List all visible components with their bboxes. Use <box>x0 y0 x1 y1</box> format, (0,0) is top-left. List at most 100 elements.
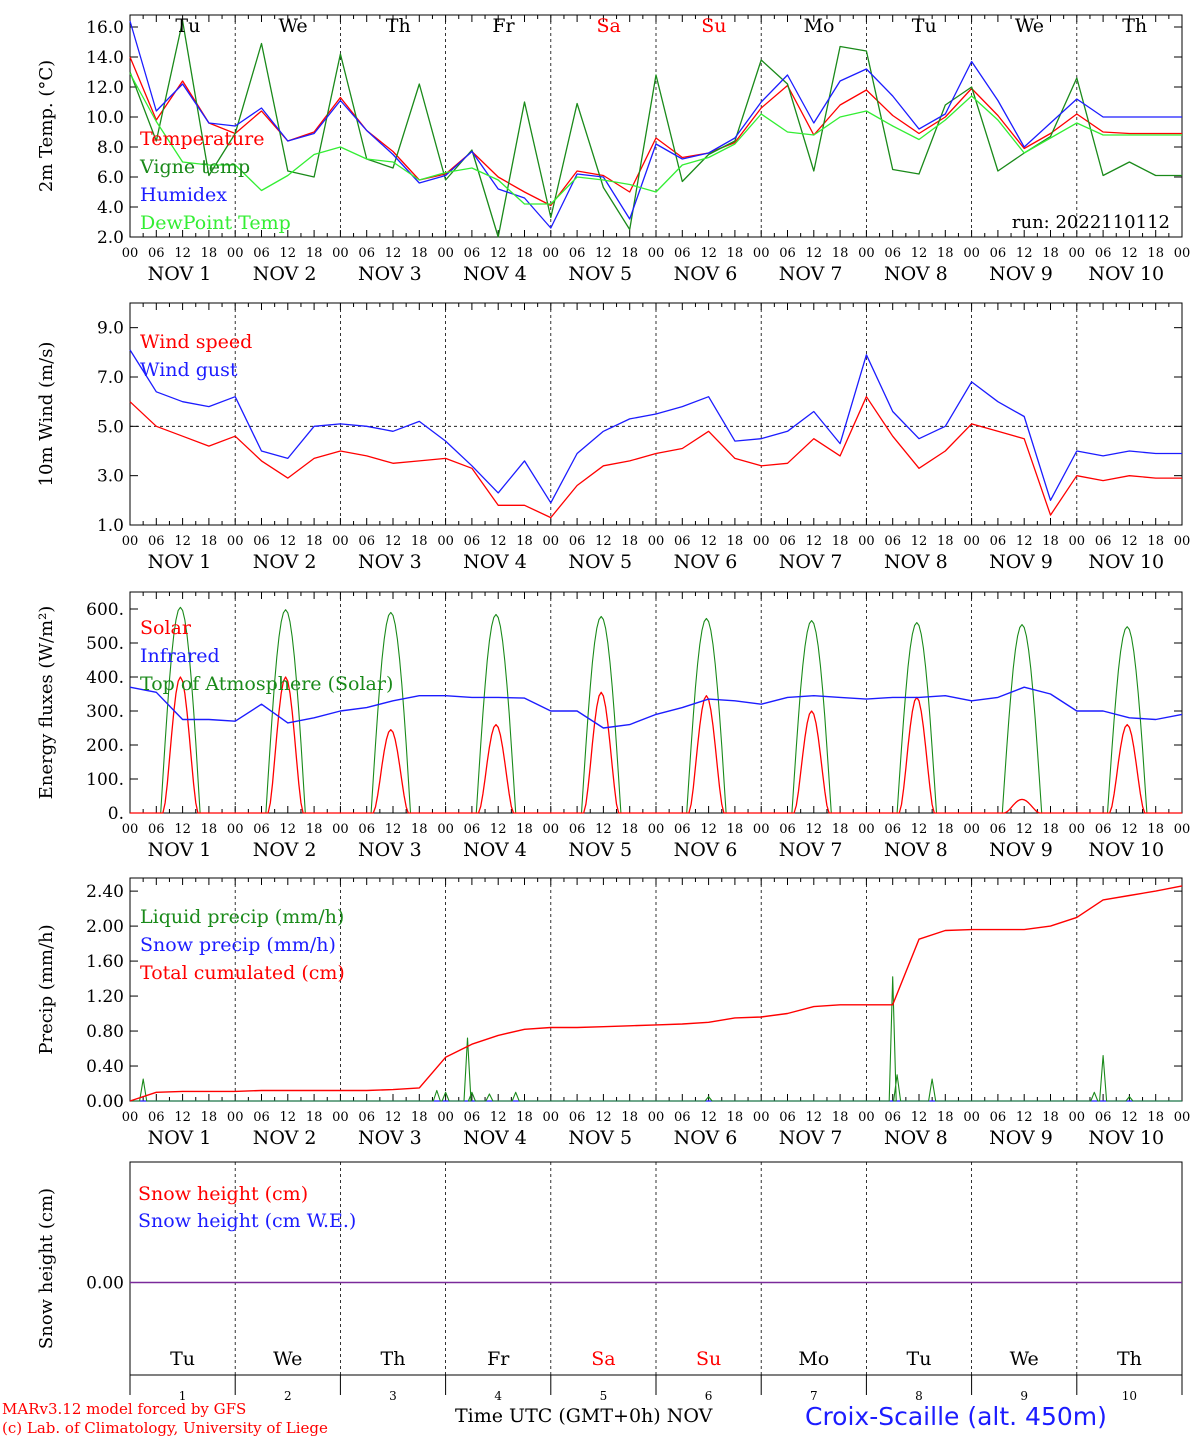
series-line-solar <box>130 676 1182 814</box>
y-axis-label-3: Energy fluxes (W/m²) <box>36 606 57 800</box>
series-line-infrared <box>129 686 1183 729</box>
hour-tick-label: 06 <box>990 246 1007 261</box>
hour-tick-label: 00 <box>437 822 454 837</box>
hour-tick-label: 06 <box>884 534 901 549</box>
date-label: NOV 1 <box>148 263 212 285</box>
hour-tick-label: 18 <box>1042 1110 1059 1125</box>
hour-tick-label: 06 <box>148 534 165 549</box>
hour-tick-label: 12 <box>700 822 717 837</box>
series-line-dewpoint-temp <box>129 73 1182 205</box>
hour-tick-label: 00 <box>1069 822 1086 837</box>
hour-tick-label: 12 <box>700 534 717 549</box>
hour-tick-label: 18 <box>411 822 428 837</box>
hour-tick-label: 12 <box>490 1110 507 1125</box>
hour-tick-label: 18 <box>937 1110 954 1125</box>
y-tick-label: 1.0 <box>97 516 124 536</box>
weekday-label: Tu <box>907 1348 932 1370</box>
y-tick-label: 6.0 <box>97 168 124 188</box>
date-label: NOV 10 <box>1088 551 1164 573</box>
date-label: NOV 3 <box>358 1127 422 1149</box>
y-tick-label: 4.0 <box>97 198 124 218</box>
hour-tick-label: 12 <box>595 1110 612 1125</box>
y-axis-label-5: Snow height (cm) <box>36 1188 57 1349</box>
hour-tick-label: 12 <box>490 246 507 261</box>
hour-tick-label: 18 <box>1042 246 1059 261</box>
y-tick-label: 5.0 <box>97 417 124 437</box>
day-number-label: 5 <box>600 1389 608 1403</box>
y-tick-label: 0.80 <box>86 1022 124 1042</box>
date-label: NOV 10 <box>1088 839 1164 861</box>
day-number-label: 7 <box>810 1389 818 1403</box>
hour-tick-label: 18 <box>1042 822 1059 837</box>
date-label: NOV 1 <box>148 839 212 861</box>
hour-tick-label: 18 <box>937 822 954 837</box>
day-number-label: 3 <box>389 1389 397 1403</box>
hour-tick-label: 18 <box>411 534 428 549</box>
date-label: NOV 10 <box>1088 263 1164 285</box>
weekday-label: Th <box>381 1348 406 1370</box>
hour-tick-label: 00 <box>437 246 454 261</box>
hour-tick-label: 18 <box>306 822 323 837</box>
date-label: NOV 1 <box>148 551 212 573</box>
y-tick-label: 500. <box>86 634 124 654</box>
y-axis-label-4: Precip (mm/h) <box>36 924 57 1054</box>
hour-tick-label: 18 <box>727 1110 744 1125</box>
day-number-label: 10 <box>1122 1389 1137 1403</box>
y-tick-label: 300. <box>86 702 124 722</box>
hour-tick-label: 00 <box>332 822 349 837</box>
hour-tick-label: 00 <box>753 246 770 261</box>
hour-tick-label: 06 <box>884 1110 901 1125</box>
legend-entry: Temperature <box>140 128 264 150</box>
date-label: NOV 2 <box>253 839 317 861</box>
date-label: NOV 8 <box>884 551 948 573</box>
hour-tick-label: 12 <box>911 822 928 837</box>
weekday-label: Sa <box>596 15 620 37</box>
hour-tick-label: 00 <box>227 822 244 837</box>
hour-tick-label: 12 <box>385 534 402 549</box>
hour-tick-label: 12 <box>280 822 297 837</box>
date-label: NOV 8 <box>884 1127 948 1149</box>
date-label: NOV 6 <box>674 551 738 573</box>
hour-tick-label: 18 <box>516 534 533 549</box>
series-line-wind-gust <box>129 349 1182 504</box>
hour-tick-label: 18 <box>832 1110 849 1125</box>
hour-tick-label: 06 <box>990 534 1007 549</box>
hour-tick-label: 00 <box>1174 246 1191 261</box>
hour-tick-label: 12 <box>490 534 507 549</box>
y-tick-label: 9.0 <box>97 319 124 339</box>
day-number-label: 6 <box>705 1389 713 1403</box>
legend-entry: Total cumulated (cm) <box>140 962 345 984</box>
y-axis-label-2: 10m Wind (m/s) <box>36 342 57 487</box>
hour-tick-label: 06 <box>674 534 691 549</box>
hour-tick-label: 18 <box>411 246 428 261</box>
legend-entry: Top of Atmosphere (Solar) <box>140 673 393 695</box>
hour-tick-label: 00 <box>963 1110 980 1125</box>
hour-tick-label: 00 <box>543 822 560 837</box>
hour-tick-label: 18 <box>621 822 638 837</box>
y-tick-label: 2.40 <box>86 882 124 902</box>
hour-tick-label: 00 <box>858 534 875 549</box>
hour-tick-label: 00 <box>858 822 875 837</box>
date-label: NOV 3 <box>358 263 422 285</box>
hour-tick-label: 18 <box>621 1110 638 1125</box>
hour-tick-label: 12 <box>385 1110 402 1125</box>
series-line-wind-speed <box>129 396 1182 519</box>
day-number-label: 2 <box>284 1389 292 1403</box>
date-label: NOV 9 <box>989 1127 1053 1149</box>
hour-tick-label: 00 <box>122 534 139 549</box>
legend-entry: Wind gust <box>140 359 238 381</box>
date-label: NOV 7 <box>779 551 843 573</box>
hour-tick-label: 00 <box>332 246 349 261</box>
hour-tick-label: 12 <box>280 1110 297 1125</box>
hour-tick-label: 00 <box>1069 1110 1086 1125</box>
hour-tick-label: 00 <box>122 1110 139 1125</box>
legend-entry: DewPoint Temp <box>140 212 291 234</box>
legend-entry: Snow height (cm) <box>138 1183 308 1205</box>
hour-tick-label: 18 <box>516 822 533 837</box>
weekday-label: Fr <box>487 1348 510 1370</box>
y-tick-label: 3.0 <box>97 467 124 487</box>
y-tick-label: 100. <box>86 770 124 790</box>
hour-tick-label: 00 <box>227 534 244 549</box>
weekday-label: Tu <box>170 1348 195 1370</box>
legend-entry: Solar <box>140 617 192 639</box>
